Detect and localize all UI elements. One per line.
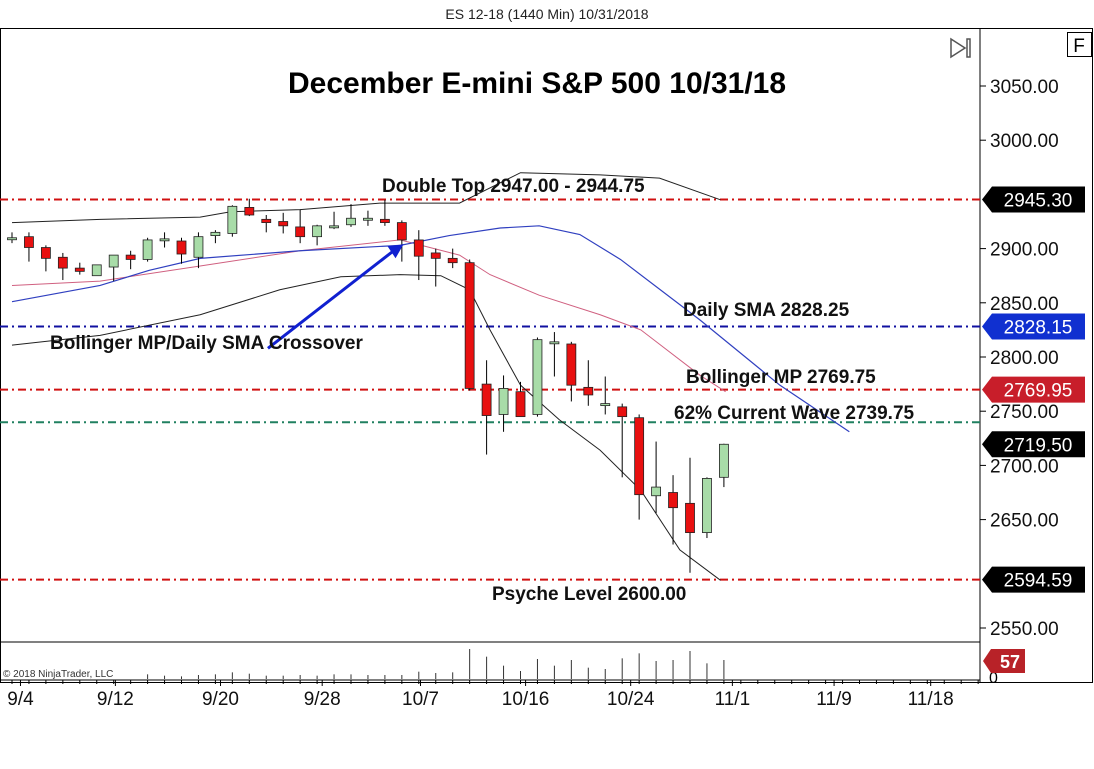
- price-marker: [982, 313, 1085, 340]
- x-tick-label: 11/1: [715, 689, 751, 710]
- chart-title: December E-mini S&P 500 10/31/18: [288, 67, 786, 100]
- y-tick-label: 2900.00: [990, 240, 1059, 261]
- candle-down[interactable]: [430, 252, 441, 259]
- candle-up[interactable]: [532, 339, 543, 415]
- level-annotation: Daily SMA 2828.25: [683, 300, 850, 321]
- candle-down[interactable]: [617, 406, 628, 418]
- chart-window-title: ES 12-18 (1440 Min) 10/31/2018: [445, 6, 649, 22]
- candle-down[interactable]: [295, 226, 306, 238]
- y-tick-label: 3050.00: [990, 77, 1059, 98]
- candle-down[interactable]: [176, 240, 187, 255]
- candle-down[interactable]: [566, 343, 577, 386]
- y-tick-label: 2800.00: [990, 348, 1059, 369]
- f-button[interactable]: [1067, 32, 1092, 57]
- x-tick-label: 10/24: [607, 689, 655, 710]
- candle-down[interactable]: [515, 391, 526, 418]
- price-marker-label: 2769.95: [1004, 381, 1073, 402]
- price-marker-label: 2594.59: [1004, 571, 1073, 592]
- candle-up[interactable]: [142, 239, 153, 260]
- sma-line: [11, 225, 850, 433]
- y-tick-label: 2700.00: [990, 456, 1059, 477]
- price-marker-label: 2945.30: [1004, 190, 1073, 211]
- y-tick-label: 2650.00: [990, 511, 1059, 532]
- price-marker: [982, 376, 1085, 403]
- candle-down[interactable]: [24, 236, 34, 248]
- f-button-label: F: [1073, 36, 1085, 57]
- x-tick-label: 9/28: [304, 689, 341, 710]
- candle-up[interactable]: [702, 478, 712, 534]
- x-tick-label: 9/4: [7, 689, 34, 710]
- middle-band-line: [11, 239, 726, 393]
- x-tick-label: 11/18: [908, 689, 954, 710]
- candle-up[interactable]: [312, 225, 323, 238]
- upper-band-line: [11, 172, 721, 224]
- y-tick-label: 2550.00: [990, 619, 1059, 640]
- candle-down[interactable]: [261, 218, 272, 223]
- candle-down[interactable]: [57, 256, 68, 269]
- candle-down[interactable]: [278, 221, 289, 227]
- copyright-text: © 2018 NinjaTrader, LLC: [3, 669, 113, 680]
- x-tick-label: 10/7: [402, 689, 439, 710]
- price-marker-label: 2719.50: [1004, 435, 1073, 456]
- candle-up[interactable]: [346, 217, 356, 226]
- candle-up[interactable]: [600, 403, 611, 407]
- arrow-line: [267, 248, 397, 350]
- candle-up[interactable]: [159, 238, 170, 242]
- x-tick-label: 9/20: [202, 689, 239, 710]
- volume-marker: [983, 649, 1025, 673]
- candle-down[interactable]: [413, 239, 424, 257]
- candle-up[interactable]: [210, 231, 221, 236]
- candle-down[interactable]: [396, 222, 407, 241]
- candle-down[interactable]: [244, 207, 255, 216]
- level-annotation: Psyche Level 2600.00: [492, 584, 686, 605]
- price-marker: [982, 431, 1085, 458]
- skip-to-end-icon[interactable]: [950, 37, 971, 59]
- candle-down[interactable]: [125, 254, 136, 260]
- candle-down[interactable]: [379, 218, 390, 223]
- y-tick-label: 2750.00: [990, 402, 1059, 423]
- candle-up[interactable]: [108, 254, 119, 268]
- price-marker-label: 2828.15: [1004, 317, 1073, 338]
- y-tick-label: 2850.00: [990, 294, 1059, 315]
- price-marker: [982, 566, 1085, 593]
- x-tick-label: 11/9: [816, 689, 852, 710]
- price-marker: [982, 186, 1085, 213]
- candle-up[interactable]: [91, 264, 102, 277]
- x-tick-label: 10/16: [502, 689, 550, 710]
- level-annotation: Bollinger MP 2769.75: [686, 367, 876, 388]
- candle-up[interactable]: [329, 225, 339, 229]
- level-annotation: Double Top 2947.00 - 2944.75: [382, 176, 645, 197]
- candle-down[interactable]: [634, 417, 645, 496]
- candle-down[interactable]: [74, 267, 85, 272]
- candle-up[interactable]: [498, 388, 509, 415]
- candle-up[interactable]: [193, 236, 204, 258]
- candle-up[interactable]: [719, 443, 729, 478]
- y-tick-label: 3000.00: [990, 131, 1059, 152]
- volume-axis-label: 0: [989, 670, 998, 687]
- candle-up[interactable]: [363, 217, 373, 221]
- candle-down[interactable]: [481, 383, 492, 416]
- arrow-annotation-label: Bollinger MP/Daily SMA Crossover: [50, 333, 363, 354]
- candle-up[interactable]: [227, 205, 238, 234]
- chart-frame: [0, 28, 1093, 683]
- candle-down[interactable]: [464, 262, 475, 389]
- candle-down[interactable]: [668, 492, 678, 509]
- arrow-head-icon: [387, 244, 404, 259]
- volume-marker-label: 57: [1000, 652, 1020, 672]
- candle-down[interactable]: [685, 502, 695, 534]
- candle-down[interactable]: [447, 257, 458, 264]
- candle-up[interactable]: [651, 486, 661, 497]
- candle-down[interactable]: [41, 247, 51, 259]
- candle-down[interactable]: [583, 386, 594, 396]
- candle-up[interactable]: [549, 341, 560, 345]
- level-annotation: 62% Current Wave 2739.75: [674, 403, 915, 424]
- x-tick-label: 9/12: [97, 689, 134, 710]
- candle-up[interactable]: [7, 237, 17, 241]
